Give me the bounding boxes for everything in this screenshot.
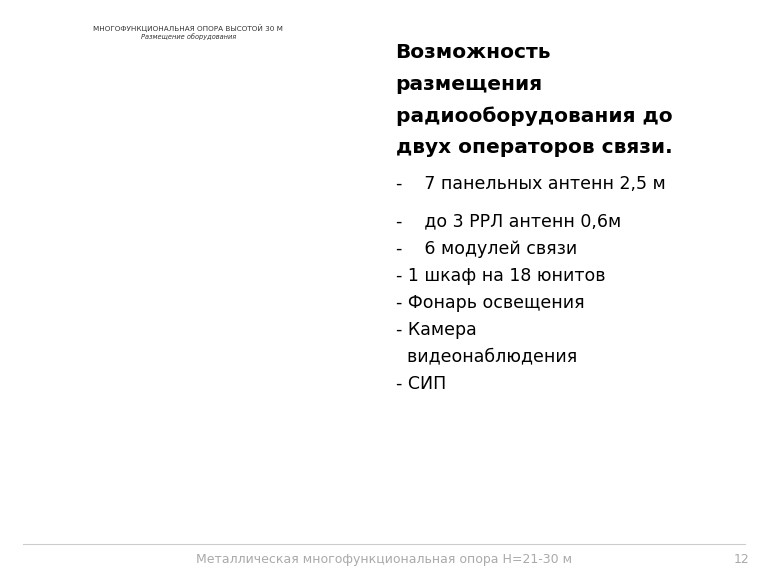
Text: - Камера: - Камера (396, 321, 476, 339)
Text: -    до 3 РРЛ антенн 0,6м: - до 3 РРЛ антенн 0,6м (396, 213, 621, 230)
Text: радиооборудования до: радиооборудования до (396, 107, 672, 126)
Text: - СИП: - СИП (396, 375, 445, 393)
Text: Размещение оборудования: Размещение оборудования (141, 33, 236, 40)
Text: МНОГОФУНКЦИОНАЛЬНАЯ ОПОРА ВЫСОТОЙ 30 М: МНОГОФУНКЦИОНАЛЬНАЯ ОПОРА ВЫСОТОЙ 30 М (93, 24, 283, 32)
Text: Металлическая многофункциональная опора Н=21-30 м: Металлическая многофункциональная опора … (196, 554, 572, 566)
FancyBboxPatch shape (15, 23, 380, 539)
Text: Возможность: Возможность (396, 43, 551, 62)
Text: размещения: размещения (396, 75, 543, 94)
Text: -    6 модулей связи: - 6 модулей связи (396, 240, 577, 257)
Text: двух операторов связи.: двух операторов связи. (396, 138, 672, 157)
Text: -    7 панельных антенн 2,5 м: - 7 панельных антенн 2,5 м (396, 175, 665, 192)
Text: - Фонарь освещения: - Фонарь освещения (396, 294, 584, 312)
Text: видеонаблюдения: видеонаблюдения (396, 348, 577, 366)
Text: - 1 шкаф на 18 юнитов: - 1 шкаф на 18 юнитов (396, 267, 605, 285)
Text: 12: 12 (733, 554, 749, 566)
